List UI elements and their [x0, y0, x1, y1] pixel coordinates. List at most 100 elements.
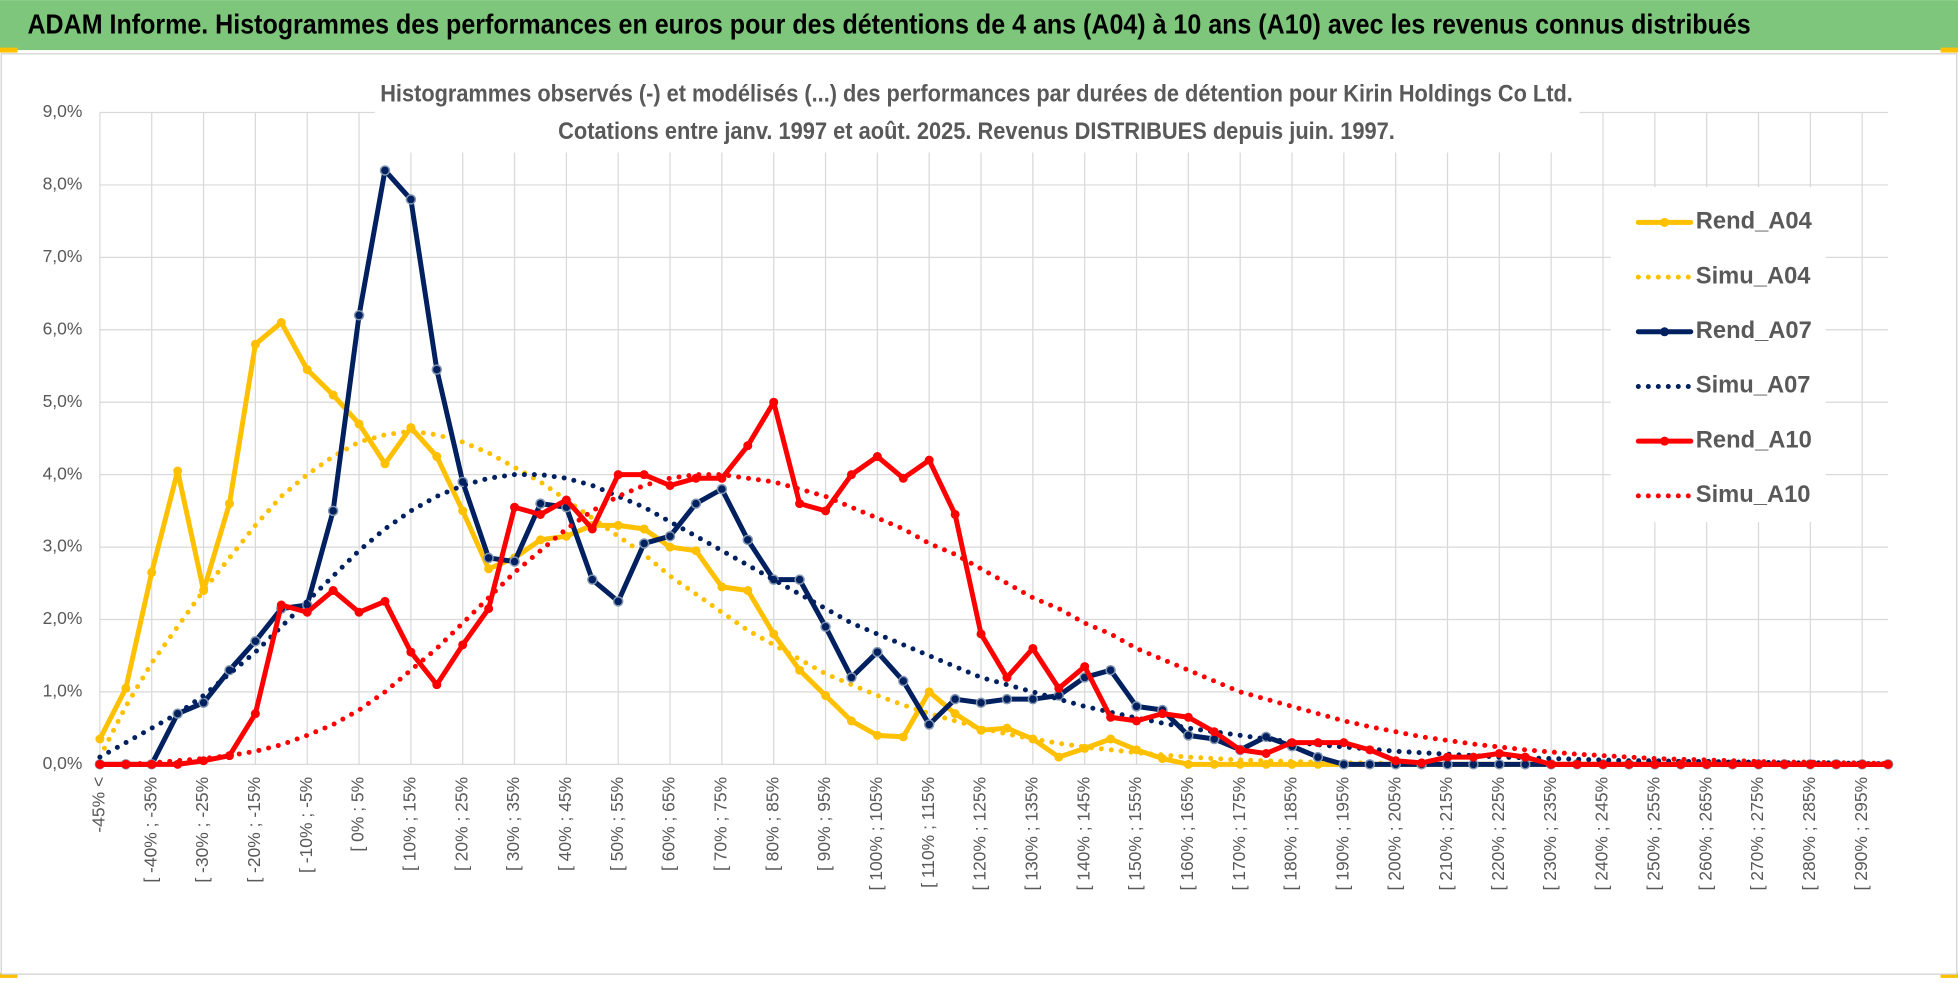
point-marker [820, 621, 831, 632]
point-marker [1339, 738, 1349, 748]
point-marker [1001, 693, 1013, 705]
point-marker [1209, 727, 1219, 737]
point-marker [1261, 759, 1271, 769]
x-tick-label: [ 190% ; 195% [1332, 777, 1352, 891]
point-marker [1054, 683, 1064, 693]
point-marker [638, 538, 650, 549]
legend-marker [1660, 436, 1670, 446]
point-marker [510, 502, 520, 512]
x-tick-label: [ 40% ; 45% [555, 777, 575, 871]
point-marker [1494, 748, 1504, 758]
point-marker [121, 683, 131, 693]
x-tick-label: [ 150% ; 155% [1125, 777, 1145, 891]
y-tick-label: 3,0% [43, 536, 83, 556]
point-marker [1235, 759, 1245, 769]
x-tick-label: -45% < [89, 777, 109, 833]
point-marker [405, 194, 417, 205]
x-tick-label: [ 80% ; 85% [762, 777, 782, 871]
point-marker [587, 524, 597, 534]
point-marker [821, 691, 831, 701]
plot: -45% < [ -40% ; -35% [ -30% ; -25% [ -20% ;… [43, 101, 1894, 891]
point-marker [458, 640, 468, 650]
point-marker [716, 483, 728, 495]
x-tick-label: [ 270% ; 275% [1747, 777, 1767, 891]
point-marker [121, 759, 131, 769]
point-marker [769, 397, 779, 407]
point-marker [1235, 745, 1245, 755]
point-marker [795, 665, 805, 675]
point-marker [612, 596, 624, 607]
point-marker [147, 567, 157, 577]
x-tick-label: [ 230% ; 235% [1540, 777, 1560, 891]
point-marker [872, 646, 883, 658]
y-tick-label: 2,0% [43, 608, 83, 628]
point-marker [1106, 712, 1116, 722]
point-marker [432, 680, 442, 690]
point-marker [794, 574, 805, 585]
point-marker [354, 607, 364, 617]
legend-label: Rend_A07 [1696, 318, 1812, 344]
point-marker [250, 635, 261, 647]
x-tick-label: [ 180% ; 185% [1281, 777, 1301, 891]
x-tick-label: [ 210% ; 215% [1436, 777, 1456, 891]
point-marker [1027, 693, 1039, 705]
y-tick-label: 0,0% [43, 753, 83, 773]
x-tick-label: [ 30% ; 35% [503, 777, 523, 871]
point-marker [846, 470, 856, 480]
x-tick-label: [ 170% ; 175% [1229, 777, 1249, 891]
legend-label: Simu_A10 [1696, 482, 1811, 508]
x-tick-label: [ 100% ; 105% [866, 777, 886, 891]
point-marker [1132, 716, 1142, 726]
x-tick-label: [ -40% ; -35% [140, 777, 160, 883]
chart-subtitle: Cotations entre janv. 1997 et août. 2025… [558, 119, 1395, 145]
point-marker [483, 552, 494, 564]
x-tick-label: [ 290% ; 295% [1851, 777, 1871, 891]
x-tick-label: [ 130% ; 135% [1021, 777, 1041, 891]
point-marker [484, 604, 494, 614]
y-tick-label: 1,0% [43, 681, 83, 701]
point-marker [1209, 759, 1219, 769]
header-bar [0, 0, 1958, 51]
point-marker [898, 732, 908, 742]
point-marker [1183, 712, 1193, 722]
point-marker [1287, 738, 1297, 748]
x-tick-label: [ -20% ; -15% [244, 777, 264, 883]
x-tick-label: [ 120% ; 125% [970, 777, 990, 891]
point-marker [1417, 758, 1427, 768]
point-marker [1494, 759, 1505, 770]
point-marker [561, 495, 571, 505]
point-marker [432, 452, 442, 462]
x-tick-label: [ 220% ; 225% [1488, 777, 1508, 891]
point-marker [872, 730, 882, 740]
x-tick-label: [ 50% ; 55% [607, 777, 627, 871]
x-tick-label: [ 110% ; 115% [918, 777, 938, 888]
point-marker [924, 455, 934, 465]
point-marker [1002, 672, 1012, 682]
point-marker [587, 574, 598, 585]
x-tick-label: [ 160% ; 165% [1177, 777, 1197, 891]
x-tick-label: [ 280% ; 285% [1799, 777, 1819, 891]
point-marker [1131, 701, 1142, 712]
point-marker [1443, 752, 1453, 762]
point-marker [1312, 751, 1324, 763]
corner [0, 972, 18, 978]
point-marker [1183, 730, 1194, 741]
title-bg [374, 75, 1580, 153]
point-marker [535, 535, 545, 545]
point-marker [328, 390, 338, 400]
point-marker [743, 441, 753, 451]
point-marker [198, 697, 209, 709]
y-tick-label: 5,0% [43, 391, 83, 411]
point-marker [976, 629, 986, 639]
legend-label: Rend_A04 [1696, 209, 1813, 235]
point-marker [1002, 723, 1012, 733]
point-marker [1183, 759, 1193, 769]
point-marker [950, 509, 960, 519]
point-marker [743, 586, 753, 596]
point-marker [1105, 664, 1116, 676]
point-marker [846, 716, 856, 726]
x-tick-label: [ -30% ; -25% [192, 777, 212, 883]
point-marker [1598, 759, 1608, 769]
